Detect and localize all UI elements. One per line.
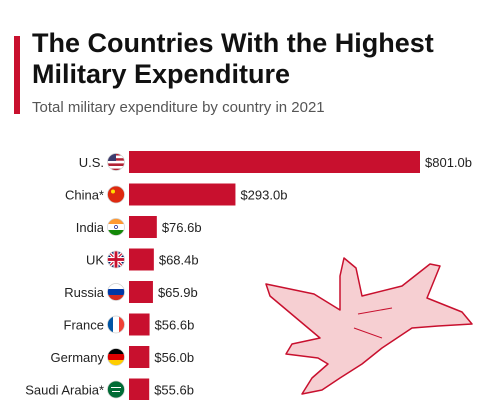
bar-6 [129,313,150,336]
chart-title: The Countries With the Highest Military … [32,28,434,89]
fighter-jet-icon [265,257,473,395]
value-label-4: $68.4b [159,253,199,268]
germany-flag-icon [107,348,125,366]
bar-8 [129,378,150,400]
category-label-7: Germany [51,350,105,365]
bar-4 [129,248,154,271]
category-label-8: Saudi Arabia* [25,383,104,398]
category-label-6: France [64,318,104,333]
bar-2 [129,183,236,206]
category-label-1: U.S. [79,155,104,170]
france-flag-icon [107,315,125,334]
value-label-1: $801.0b [425,155,472,170]
value-label-8: $55.6b [154,383,194,398]
chart-subtitle: Total military expenditure by country in… [32,99,325,116]
us-flag-icon [107,153,125,171]
bar-5 [129,281,153,303]
value-label-2: $293.0b [240,188,287,203]
saudi-arabia-flag-icon [107,380,125,399]
russia-flag-icon [107,283,125,301]
title-accent-bar [14,36,20,114]
india-flag-icon [107,218,125,236]
bar-7 [129,346,150,368]
category-label-4: UK [86,253,104,268]
bar-1 [129,151,420,173]
bar-3 [129,216,157,238]
category-label-2: China* [65,188,104,203]
category-label-5: Russia [64,285,105,300]
china-flag-icon [107,185,125,204]
value-label-6: $56.6b [155,318,195,333]
category-label-3: India [76,220,105,235]
value-label-3: $76.6b [162,220,202,235]
value-label-5: $65.9b [158,285,198,300]
uk-flag-icon [107,250,125,269]
value-label-7: $56.0b [154,350,194,365]
